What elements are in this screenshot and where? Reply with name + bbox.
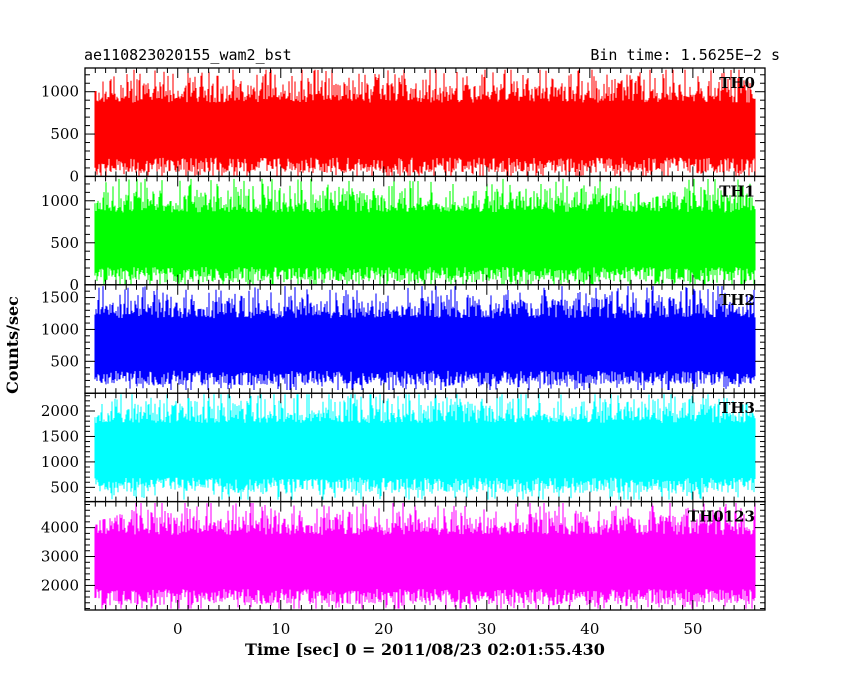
x-tick-label: 10 <box>271 620 290 638</box>
y-tick-label: 0 <box>69 276 79 294</box>
series-th0 <box>94 69 756 177</box>
panel-label-th3: TH3 <box>719 399 755 417</box>
y-tick-label: 2000 <box>41 576 79 594</box>
series-th0123 <box>94 503 756 609</box>
panel-label-th1: TH1 <box>719 182 755 200</box>
y-tick-label: 3000 <box>41 548 79 566</box>
y-tick-label: 1500 <box>41 289 79 307</box>
y-tick-label: 500 <box>50 352 79 370</box>
x-tick-label: 50 <box>683 620 702 638</box>
y-tick-label: 1000 <box>41 192 79 210</box>
y-tick-label: 0 <box>69 167 79 185</box>
y-axis-label: Counts/sec <box>3 296 22 394</box>
panel-label-th0: TH0 <box>719 74 755 92</box>
series-th2 <box>94 286 756 390</box>
header-left-title: ae110823020155_wam2_bst <box>84 46 292 64</box>
y-tick-label: 1500 <box>41 427 79 445</box>
x-tick-label: 0 <box>173 620 183 638</box>
x-axis-label: Time [sec] 0 = 2011/08/23 02:01:55.430 <box>245 640 605 659</box>
y-tick-label: 500 <box>50 234 79 252</box>
y-tick-label: 4000 <box>41 519 79 537</box>
y-tick-label: 2000 <box>41 402 79 420</box>
y-tick-label: 1000 <box>41 453 79 471</box>
x-tick-label: 20 <box>374 620 393 638</box>
y-tick-label: 1000 <box>41 83 79 101</box>
header-right-title: Bin time: 1.5625E−2 s <box>590 46 780 64</box>
x-tick-label: 40 <box>580 620 599 638</box>
series-th3 <box>94 394 756 500</box>
series-th1 <box>94 178 756 285</box>
x-tick-label: 30 <box>477 620 496 638</box>
y-tick-label: 500 <box>50 125 79 143</box>
y-tick-label: 500 <box>50 478 79 496</box>
panel-label-th2: TH2 <box>719 291 755 309</box>
panel-label-th0123: TH0123 <box>688 508 755 526</box>
y-tick-label: 1000 <box>41 320 79 338</box>
